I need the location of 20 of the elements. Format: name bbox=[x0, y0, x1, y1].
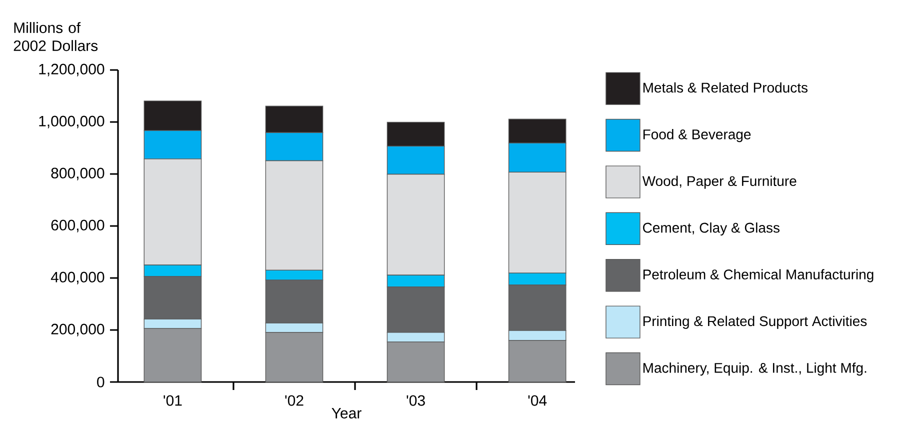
legend-label: Metals & Related Products bbox=[643, 82, 808, 93]
x-tick-label: '04 bbox=[528, 395, 547, 406]
y-tick-label: 1,000,000 bbox=[39, 116, 104, 128]
x-tick-label: '01 bbox=[164, 395, 182, 406]
x-axis-title: Year bbox=[332, 408, 362, 418]
x-tick-label: '02 bbox=[285, 395, 304, 406]
y-tick-label: 1,200,000 bbox=[39, 64, 104, 76]
legend-label: Petroleum & Chemical Manufacturing bbox=[643, 269, 874, 282]
y-axis-title: Millions of 2002 Dollars bbox=[14, 22, 98, 52]
y-tick-label: 600,000 bbox=[51, 220, 104, 232]
legend-label: Cement, Clay & Glass bbox=[643, 222, 780, 236]
legend-label: Wood, Paper & Furniture bbox=[642, 176, 796, 189]
x-tick-label: '03 bbox=[406, 395, 425, 406]
y-tick-label: 0 bbox=[97, 376, 104, 388]
legend-label: Printing & Related Support Activities bbox=[643, 316, 867, 329]
y-tick-label: 400,000 bbox=[50, 272, 104, 284]
legend-label: Food & Beverage bbox=[643, 129, 751, 142]
y-tick-label: 800,000 bbox=[51, 168, 104, 180]
legend-label: Machinery, Equip. & Inst., Light Mfg. bbox=[643, 362, 866, 376]
y-tick-label: 200,000 bbox=[51, 324, 104, 336]
